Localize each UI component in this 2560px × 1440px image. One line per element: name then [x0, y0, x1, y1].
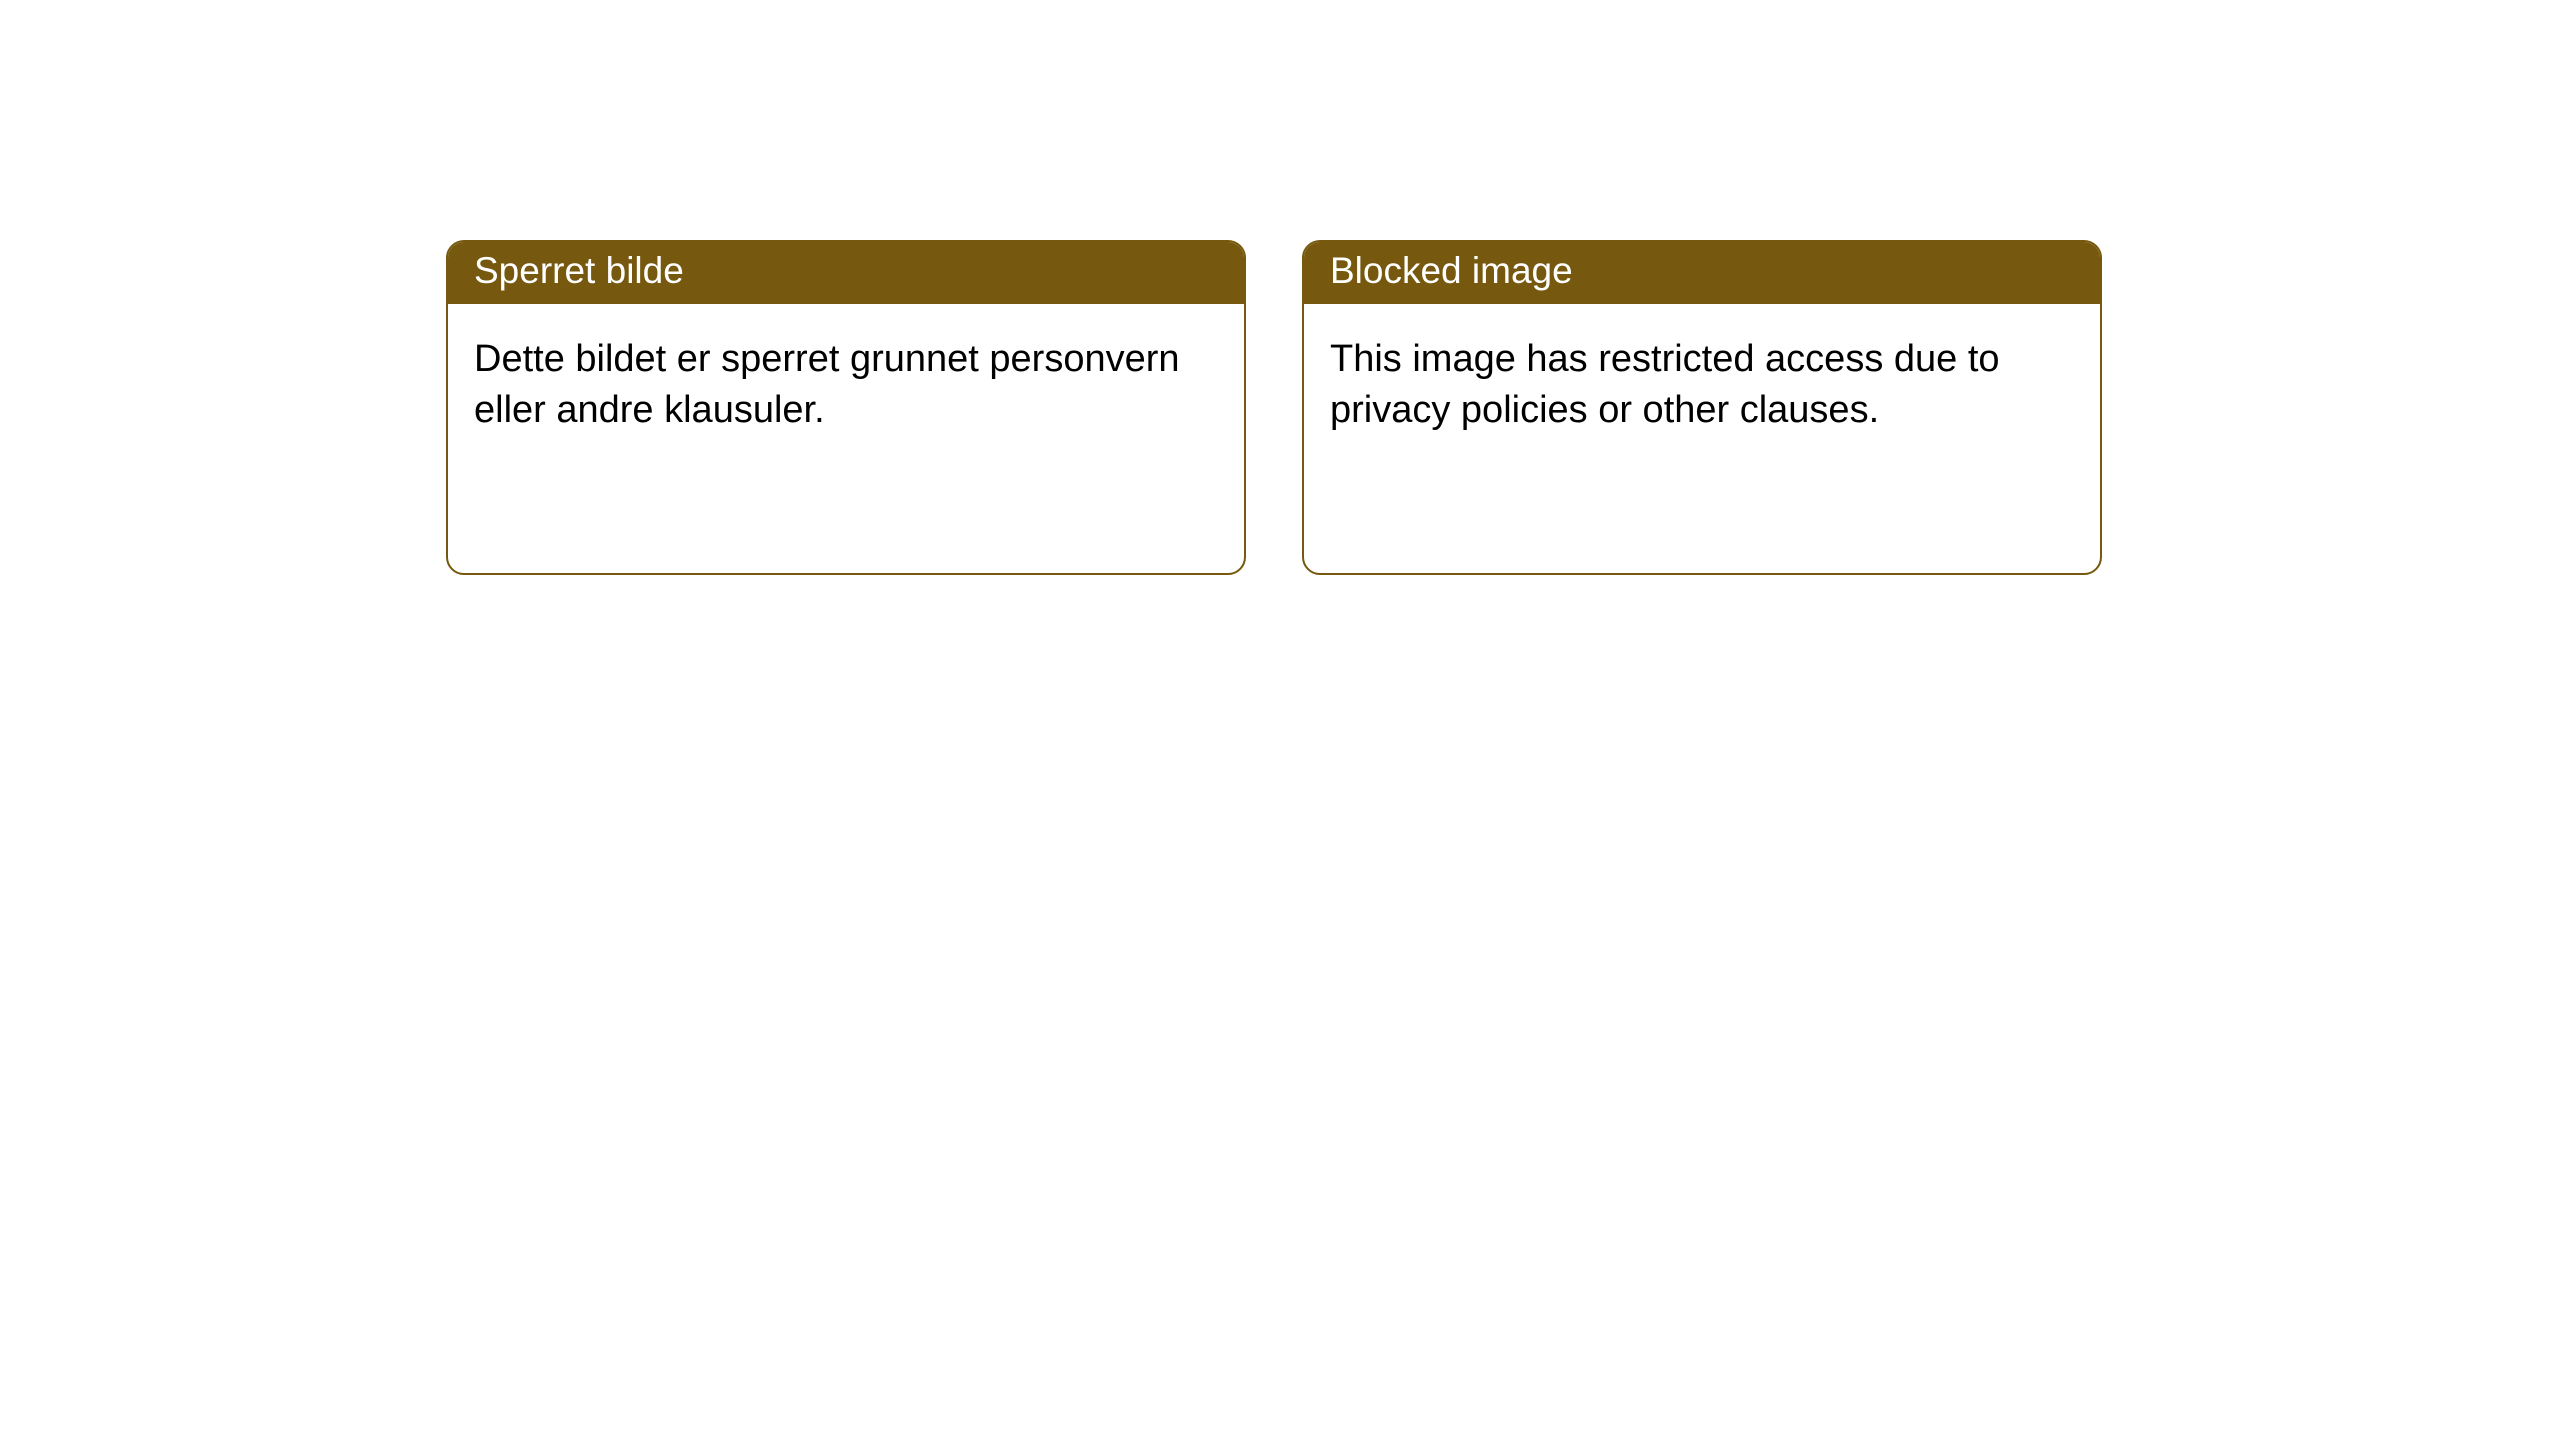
notice-header: Blocked image: [1304, 242, 2100, 304]
notice-card-norwegian: Sperret bilde Dette bildet er sperret gr…: [446, 240, 1246, 575]
notice-container: Sperret bilde Dette bildet er sperret gr…: [0, 0, 2560, 575]
notice-body: This image has restricted access due to …: [1304, 304, 2100, 463]
notice-header: Sperret bilde: [448, 242, 1244, 304]
notice-card-english: Blocked image This image has restricted …: [1302, 240, 2102, 575]
notice-body: Dette bildet er sperret grunnet personve…: [448, 304, 1244, 463]
